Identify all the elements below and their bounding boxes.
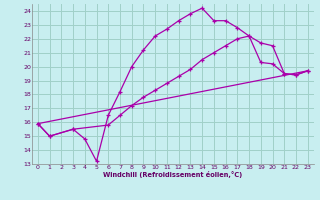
X-axis label: Windchill (Refroidissement éolien,°C): Windchill (Refroidissement éolien,°C) [103, 171, 243, 178]
